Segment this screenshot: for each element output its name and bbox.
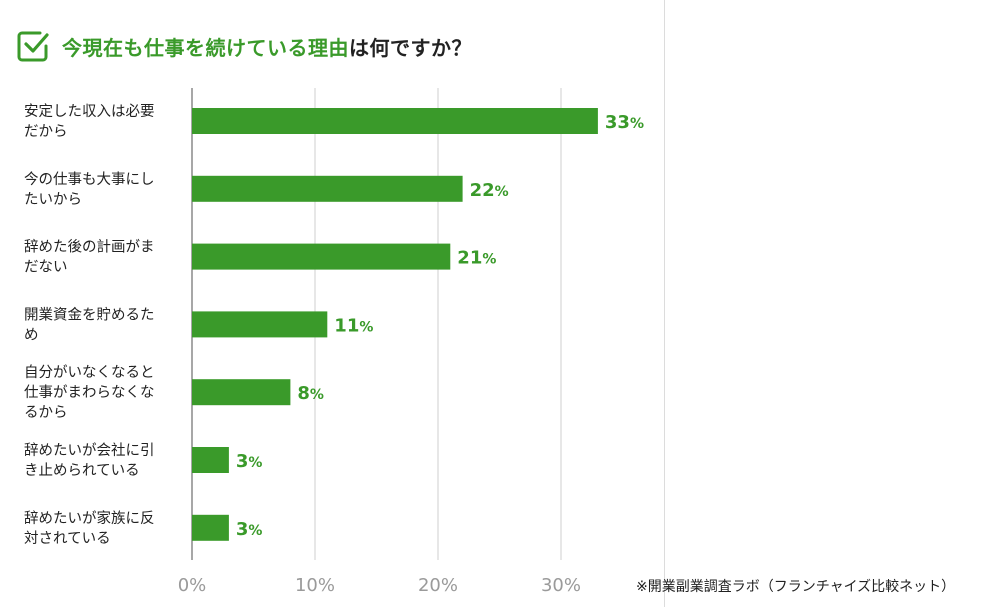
page-title: 今現在も仕事を続けている理由は何ですか？ xyxy=(62,32,472,61)
title-row: 今現在も仕事を続けている理由は何ですか？ xyxy=(16,28,472,64)
category-label: き止められている xyxy=(24,462,140,479)
category-label: だない xyxy=(24,259,68,276)
bar xyxy=(192,447,229,473)
data-label: 22% xyxy=(470,180,509,201)
category-label: 辞めたいが会社に引 xyxy=(24,442,155,459)
data-label: 3% xyxy=(236,451,263,472)
category-label: 自分がいなくなると xyxy=(24,364,155,381)
data-label: 3% xyxy=(236,519,263,540)
title-highlight: 今現在も仕事を続けている理由 xyxy=(62,35,349,60)
category-label: るから xyxy=(24,404,68,421)
data-label: 8% xyxy=(297,383,324,404)
category-label: 安定した収入は必要 xyxy=(24,103,155,120)
bar xyxy=(192,311,328,338)
bar xyxy=(192,243,451,270)
data-label: 11% xyxy=(334,315,373,336)
title-rest: は何ですか？ xyxy=(349,35,472,60)
chart-panel: 今現在も仕事を続けている理由は何ですか？ xyxy=(16,0,665,607)
data-label: 21% xyxy=(457,248,496,269)
bar xyxy=(192,175,463,202)
category-label: 今の仕事も大事にし xyxy=(24,171,155,188)
x-tick-label: 10% xyxy=(295,575,335,596)
bar xyxy=(192,108,598,134)
category-label: 仕事がまわらなくな xyxy=(24,384,155,401)
category-label: め xyxy=(24,326,39,343)
x-tick-label: 20% xyxy=(418,575,458,596)
category-label: 辞めた後の計画がま xyxy=(24,239,155,256)
checkbox-check-icon xyxy=(17,31,49,62)
source-footnote: ※開業副業調査ラボ（フランチャイズ比較ネット） xyxy=(636,579,956,595)
category-label: 辞めたいが家族に反 xyxy=(24,510,155,527)
category-label: 対されている xyxy=(24,530,111,547)
bar xyxy=(192,514,229,541)
category-label: 開業資金を貯めるた xyxy=(24,306,155,323)
category-label: だから xyxy=(24,123,68,140)
category-label: たいから xyxy=(24,191,82,208)
x-tick-label: 0% xyxy=(178,575,207,596)
x-tick-label: 30% xyxy=(541,575,581,596)
data-label: 33% xyxy=(605,112,644,133)
bar xyxy=(192,379,291,406)
